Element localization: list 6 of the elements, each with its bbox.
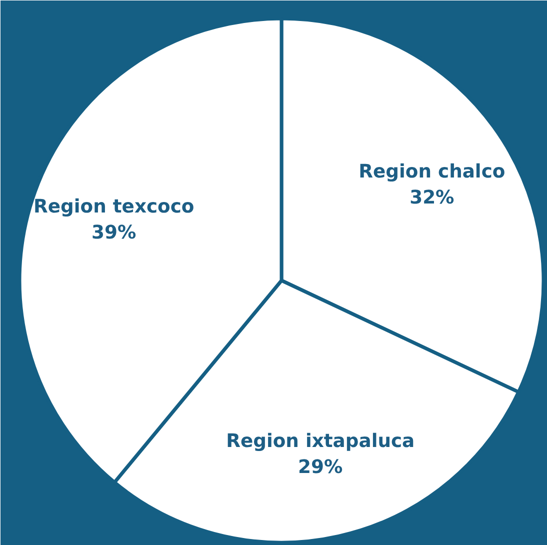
slice-label: Region texcoco [34,196,194,218]
slice-label: Region ixtapaluca [226,430,415,452]
data-label: 39% [92,222,137,244]
data-label: 29% [298,456,343,478]
slice-label: Region chalco [358,162,506,183]
data-label: 32% [410,188,455,209]
